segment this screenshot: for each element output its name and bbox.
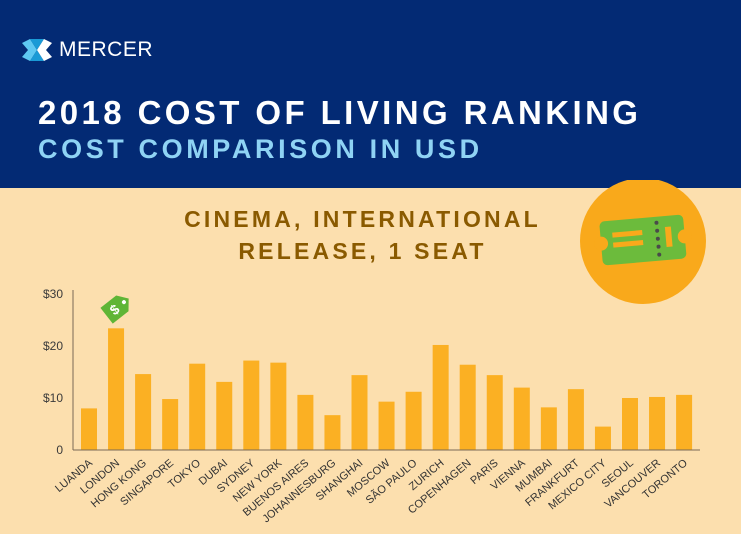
bar	[324, 415, 341, 450]
page-title: 2018 COST OF LIVING RANKING	[38, 94, 642, 131]
page-subtitle: COST COMPARISON IN USD	[38, 134, 483, 164]
bar	[135, 374, 152, 450]
cinema-ticket-icon	[580, 180, 706, 304]
chart-title-line-1: CINEMA, INTERNATIONAL	[184, 206, 541, 232]
bar	[432, 344, 449, 450]
chart-title: CINEMA, INTERNATIONAL RELEASE, 1 SEAT	[100, 203, 625, 267]
bar	[108, 328, 125, 450]
bar	[81, 408, 97, 450]
y-tick-label: $30	[43, 287, 63, 301]
brand-name: MERCER	[59, 38, 154, 61]
bar	[216, 381, 233, 450]
bar	[378, 401, 395, 450]
bar	[189, 363, 206, 450]
brand-logo: MERCER	[22, 38, 153, 62]
bar	[162, 399, 179, 450]
y-tick-label: $20	[43, 339, 63, 353]
bar	[676, 394, 693, 450]
bar	[622, 398, 638, 450]
bar	[567, 389, 584, 450]
y-tick-label: $10	[43, 391, 63, 405]
dollar-price-tag-icon: $	[100, 295, 129, 324]
bar	[649, 396, 666, 450]
chart-title-line-2: RELEASE, 1 SEAT	[238, 238, 487, 264]
bar	[540, 407, 557, 450]
bar	[351, 375, 368, 450]
bar	[513, 387, 530, 450]
bar	[486, 375, 503, 450]
bar	[243, 360, 260, 450]
bar	[270, 362, 287, 450]
y-tick-label: 0	[56, 443, 63, 457]
bar	[297, 394, 314, 450]
header-banner: MERCER 2018 COST OF LIVING RANKING COST …	[0, 0, 741, 188]
bar	[405, 391, 422, 450]
bar	[594, 426, 611, 450]
bar	[459, 364, 476, 450]
mercer-logo-icon	[22, 39, 52, 61]
